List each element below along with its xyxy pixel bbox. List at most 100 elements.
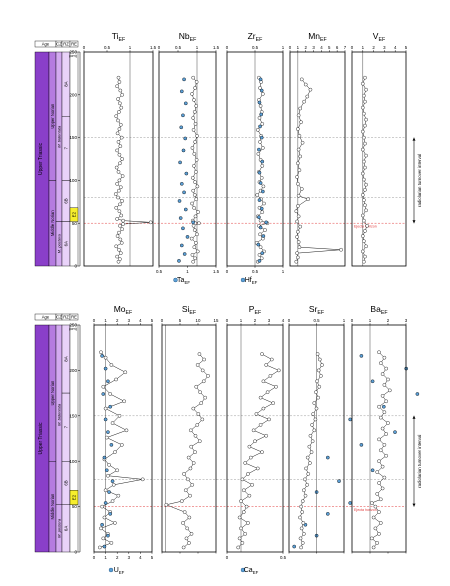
data-point-filled (177, 259, 181, 263)
depth-tick-label: 250 (69, 323, 77, 328)
data-point-open (310, 423, 314, 427)
data-point-open (377, 510, 381, 514)
data-point-open (256, 152, 261, 156)
data-point-open (195, 249, 200, 254)
data-point-open (362, 159, 366, 164)
data-point-open (115, 84, 119, 89)
data-point-open (190, 201, 194, 206)
data-point-open (255, 466, 260, 471)
data-point-open (109, 541, 114, 545)
data-point-open (140, 477, 145, 482)
data-point-open (296, 194, 301, 198)
data-point-open (260, 352, 264, 356)
x-tick-label: 5 (151, 318, 154, 323)
data-point-open (386, 377, 390, 382)
data-point-open (371, 545, 376, 550)
subzone-label: 6B (64, 198, 69, 203)
strat-header: Age CZ RZ RE (34, 40, 79, 48)
panel-mo: MoEF 0 1 2 3 4 5 0 1 2 3 4 5 UEF (93, 304, 154, 575)
panel-frame (351, 324, 407, 553)
data-point-open (124, 428, 129, 433)
data-point-filled (259, 88, 264, 93)
data-point-open (373, 504, 378, 509)
data-point-open (182, 510, 187, 514)
data-point-open (101, 384, 106, 389)
data-point-open (299, 120, 303, 124)
data-point-open (115, 148, 119, 153)
x-tick-label: 3 (312, 45, 315, 50)
data-point-open (113, 192, 118, 196)
x-tick-label: 0 (158, 45, 161, 50)
data-point-open (363, 188, 367, 192)
data-point-open (190, 253, 195, 257)
data-point-filled (381, 404, 386, 409)
data-point-open (258, 232, 262, 237)
data-point-open (300, 541, 305, 545)
data-point-open (303, 82, 308, 87)
data-point-filled (325, 455, 330, 460)
x-tick-label: 0 (351, 45, 354, 50)
data-point-open (119, 135, 124, 140)
x-tick-label: 4 (394, 45, 397, 50)
data-point-open (384, 366, 389, 371)
data-point-filled (393, 430, 397, 434)
data-point-open (123, 370, 128, 375)
subzone-label: 7 (64, 147, 69, 150)
x-tick-label: 0 (289, 45, 292, 50)
data-point-open (116, 97, 120, 101)
data-point-open (117, 80, 122, 84)
data-point-open (237, 536, 242, 541)
data-point-open (118, 223, 122, 228)
bottom-tick-label: 1 (104, 555, 107, 560)
panel-frame (226, 324, 284, 553)
subzone-label: 6B (64, 480, 69, 485)
data-point-open (312, 401, 317, 405)
data-point-open (382, 383, 387, 387)
legend-marker (173, 277, 178, 283)
chart-group-top: Age CZ RZ RE Upper Triassic Upper Norian Middl… (34, 31, 422, 285)
data-point-open (118, 237, 123, 242)
data-point-open (314, 406, 319, 411)
turnover-interval-label: radiolarian turnover interval (417, 435, 422, 488)
x-tick-label: 1.5 (150, 45, 157, 50)
x-tick-label: 2 (372, 45, 375, 50)
data-point-open (320, 363, 324, 367)
bottom-tick-label: 2 (116, 555, 119, 560)
data-point-open (298, 106, 303, 111)
data-point-open (120, 93, 124, 97)
depth-tick-label: 250 (69, 50, 77, 55)
data-point-open (257, 253, 262, 257)
data-point-filled (182, 77, 186, 82)
data-point-open (365, 223, 369, 228)
data-point-open (255, 193, 260, 197)
data-point-open (192, 193, 197, 197)
data-point-open (116, 75, 121, 80)
data-point-open (375, 470, 380, 474)
data-point-filled (183, 207, 188, 212)
strat-header-re: RE (71, 42, 77, 47)
data-point-open (120, 443, 124, 447)
data-point-open (193, 214, 198, 219)
data-point-filled (103, 366, 108, 371)
data-point-open (200, 368, 205, 373)
x-tick-label: 4 (282, 318, 285, 323)
data-point-filled (182, 252, 187, 256)
x-tick-label: 5 (179, 318, 182, 323)
x-tick-label: 0 (351, 318, 354, 323)
data-point-open (191, 406, 196, 411)
data-point-open (202, 357, 206, 362)
depth-tick-label: 150 (69, 135, 77, 140)
data-point-open (199, 401, 204, 405)
series-line (238, 353, 280, 548)
data-point-open (246, 472, 250, 476)
data-point-filled (348, 417, 353, 422)
depth-tick-label: 150 (69, 413, 77, 418)
panel-title: VEF (373, 31, 385, 43)
bottom-tick-label: 5 (151, 555, 154, 560)
data-point-filled (181, 148, 186, 153)
data-point-open (196, 412, 201, 416)
data-point-filled (257, 147, 261, 152)
data-point-open (259, 256, 264, 261)
data-point-open (251, 428, 256, 433)
x-tick-label: 3 (405, 318, 408, 323)
